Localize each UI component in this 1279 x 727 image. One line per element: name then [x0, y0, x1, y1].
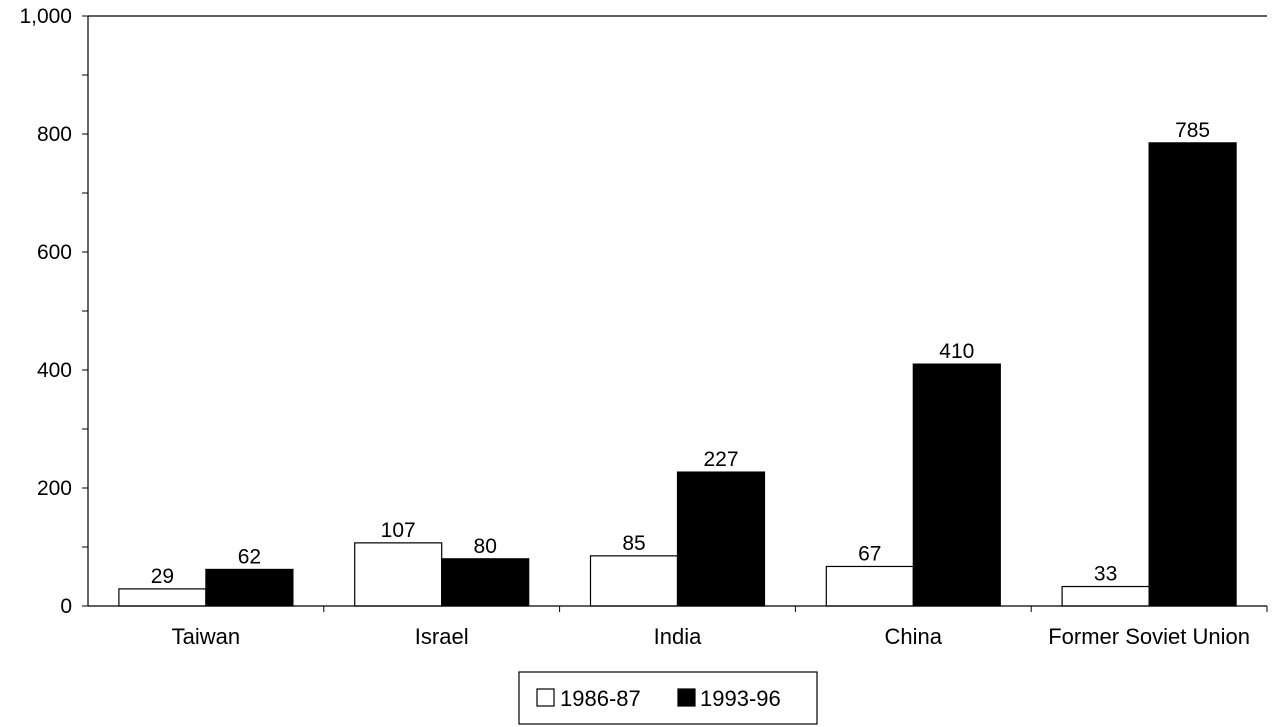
value-label: 410: [939, 340, 974, 363]
bar-1993-96: [205, 568, 294, 607]
value-label: 80: [474, 535, 497, 558]
y-tick-label: 400: [37, 359, 72, 382]
x-tick-label: Former Soviet Union: [1048, 624, 1250, 649]
legend: 1986-87 1993-96: [518, 671, 818, 725]
legend-label: 1993-96: [700, 686, 781, 711]
bar-1993-96: [676, 471, 766, 607]
x-axis: Taiwan Israel India China Former Soviet Unio…: [88, 605, 1268, 649]
y-tick-label: 200: [37, 477, 72, 500]
x-tick-label: Taiwan: [172, 624, 240, 649]
bar-1986-87: [825, 565, 914, 607]
value-label: 62: [238, 545, 261, 568]
bar-1986-87: [589, 555, 679, 607]
y-tick-label: 800: [37, 123, 72, 146]
legend-swatch: [536, 688, 555, 707]
x-tick-label: India: [654, 624, 702, 649]
value-label: 85: [622, 532, 645, 555]
value-label: 29: [151, 565, 174, 588]
y-tick-label: 600: [37, 241, 72, 264]
x-tick-label: Israel: [415, 624, 469, 649]
x-tick-label: China: [885, 624, 943, 649]
y-tick-label: 0: [60, 595, 72, 618]
bar-1993-96: [1148, 142, 1237, 607]
value-label: 227: [703, 448, 738, 471]
value-label: 107: [381, 519, 416, 542]
y-tick-label: 1,000: [19, 5, 72, 28]
bar-1986-87: [118, 588, 207, 607]
legend-swatch: [677, 688, 696, 707]
bar-1986-87: [354, 542, 443, 607]
bar-1993-96: [441, 558, 530, 607]
value-label: 785: [1175, 119, 1210, 142]
bar-1986-87: [1061, 585, 1150, 607]
legend-box: [518, 671, 818, 725]
legend-label: 1986-87: [560, 686, 641, 711]
y-axis: 0 200 400 600 800 1,000: [19, 5, 1267, 618]
value-labels: 29 62 107 80 85 227 67 410 33 785: [151, 119, 1210, 588]
bar-1993-96: [912, 363, 1001, 607]
bars: [118, 142, 1237, 607]
value-label: 33: [1094, 563, 1117, 586]
value-label: 67: [858, 542, 881, 565]
